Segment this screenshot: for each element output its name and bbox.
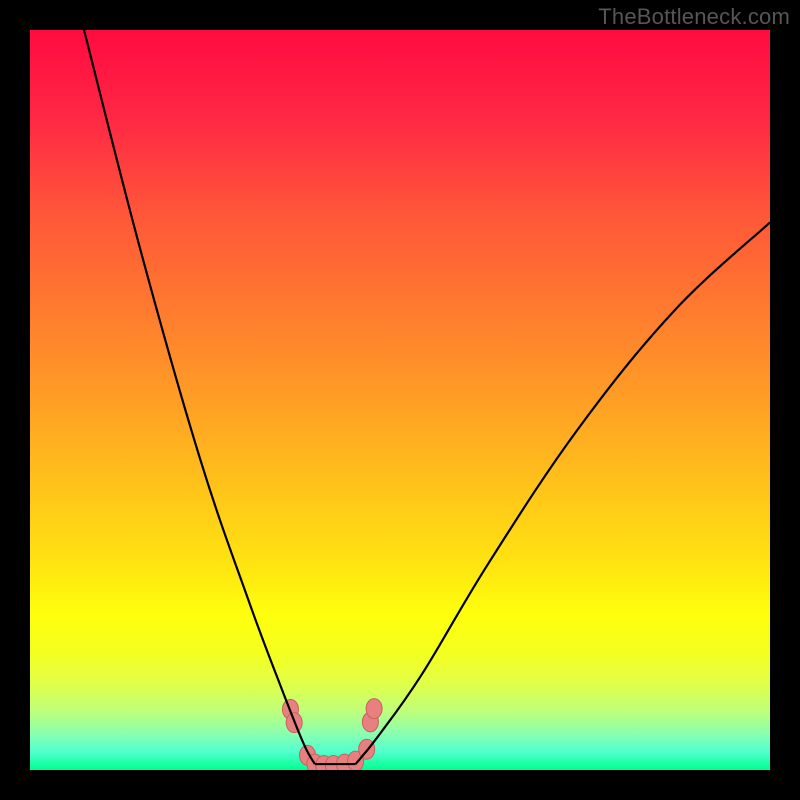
chart-frame: TheBottleneck.com [0,0,800,800]
marker-point [366,699,382,719]
watermark-text: TheBottleneck.com [598,4,790,30]
bottleneck-chart [30,30,770,770]
gradient-background [30,30,770,770]
